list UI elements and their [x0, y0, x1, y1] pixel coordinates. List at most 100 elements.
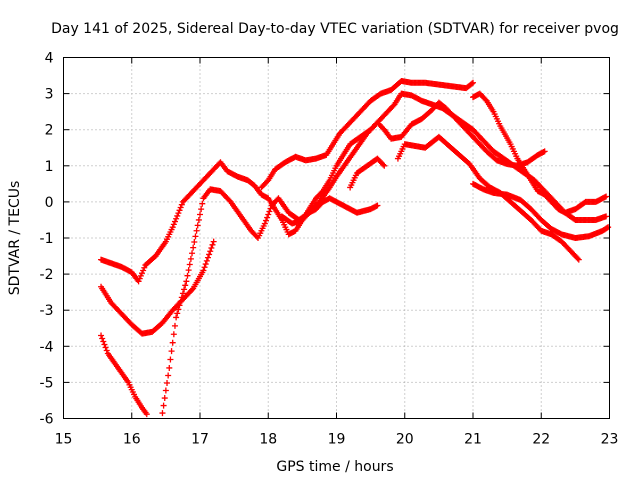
data-point	[170, 331, 177, 338]
data-point	[605, 224, 612, 231]
data-point	[174, 212, 181, 219]
y-tick-label: -6	[40, 412, 54, 428]
y-axis-label: SDTVAR / TECUs	[7, 181, 23, 296]
series-track-7	[347, 155, 388, 191]
data-point	[138, 270, 145, 277]
y-tick-label: 3	[45, 87, 54, 103]
data-point	[204, 254, 211, 261]
data-point	[574, 255, 581, 262]
y-tick-label: -3	[40, 303, 54, 319]
data-point	[318, 189, 325, 196]
x-tick-label: 17	[191, 432, 209, 448]
data-point	[174, 310, 181, 317]
data-point	[140, 267, 147, 274]
data-point	[137, 272, 144, 279]
data-point	[192, 233, 199, 240]
y-tick-label: -2	[40, 267, 54, 283]
data-point	[195, 216, 202, 223]
data-point	[267, 205, 274, 212]
data-point	[178, 294, 185, 301]
series-track-6	[278, 99, 548, 227]
data-point	[185, 267, 192, 274]
data-point	[189, 286, 196, 293]
data-point	[181, 286, 188, 293]
data-point	[575, 256, 582, 263]
y-tick-label: 1	[45, 159, 54, 175]
data-point	[203, 257, 210, 264]
series-track-8	[394, 133, 582, 263]
x-tick-label: 20	[396, 432, 414, 448]
data-point	[165, 372, 172, 379]
data-point	[190, 244, 197, 251]
data-point	[141, 264, 148, 271]
plot-frame	[63, 57, 610, 419]
data-point	[264, 214, 271, 221]
data-point	[184, 272, 191, 279]
data-point	[175, 210, 182, 217]
data-point	[176, 302, 183, 309]
data-point	[187, 255, 194, 262]
data-point	[135, 278, 142, 285]
data-point	[380, 161, 387, 168]
data-point	[162, 387, 169, 394]
x-tick-label: 19	[328, 432, 346, 448]
x-tick-label: 18	[259, 432, 277, 448]
data-point	[208, 245, 215, 252]
data-point	[210, 238, 217, 245]
x-tick-label: 23	[601, 432, 619, 448]
data-point	[143, 411, 150, 418]
x-tick-label: 21	[464, 432, 482, 448]
x-tick-label: 22	[532, 432, 550, 448]
y-tick-label: -1	[40, 231, 54, 247]
y-tick-label: 0	[45, 195, 54, 211]
data-point	[262, 217, 269, 224]
series-track-9	[470, 90, 610, 216]
y-tick-label: 2	[45, 123, 54, 139]
data-point	[207, 248, 214, 255]
data-point	[374, 202, 381, 209]
data-point	[541, 148, 548, 155]
data-point	[177, 298, 184, 305]
x-axis-label: GPS time / hours	[276, 459, 393, 475]
data-point	[200, 267, 207, 274]
data-point	[102, 344, 109, 351]
data-point	[265, 211, 272, 218]
data-point	[166, 364, 173, 371]
data-point	[186, 261, 193, 268]
data-point	[194, 222, 201, 229]
data-point	[167, 356, 174, 363]
data-point	[173, 215, 180, 222]
chart-title: Day 141 of 2025, Sidereal Day-to-day VTE…	[51, 21, 619, 37]
data-point	[98, 332, 105, 339]
data-point	[169, 339, 176, 346]
data-point	[603, 213, 610, 220]
series-track-1	[98, 332, 150, 418]
data-point	[209, 241, 216, 248]
data-point	[171, 322, 178, 329]
series-track-5	[258, 77, 476, 191]
data-point	[482, 96, 489, 103]
y-tick-label: 4	[45, 51, 54, 67]
data-point	[182, 282, 189, 289]
y-tick-label: -4	[40, 339, 54, 355]
data-point	[183, 278, 190, 285]
data-point	[103, 347, 110, 354]
data-point	[198, 206, 205, 213]
data-point	[173, 314, 180, 321]
y-tick-label: -5	[40, 375, 54, 391]
data-point	[99, 335, 106, 342]
data-point	[159, 410, 166, 417]
data-point	[202, 261, 209, 268]
data-point	[191, 239, 198, 246]
data-point	[136, 275, 143, 282]
data-point	[164, 380, 171, 387]
data-point	[390, 102, 397, 109]
data-point	[160, 402, 167, 409]
data-point	[175, 306, 182, 313]
series-track-10	[470, 180, 612, 241]
data-point	[468, 80, 475, 87]
data-point	[178, 201, 185, 208]
